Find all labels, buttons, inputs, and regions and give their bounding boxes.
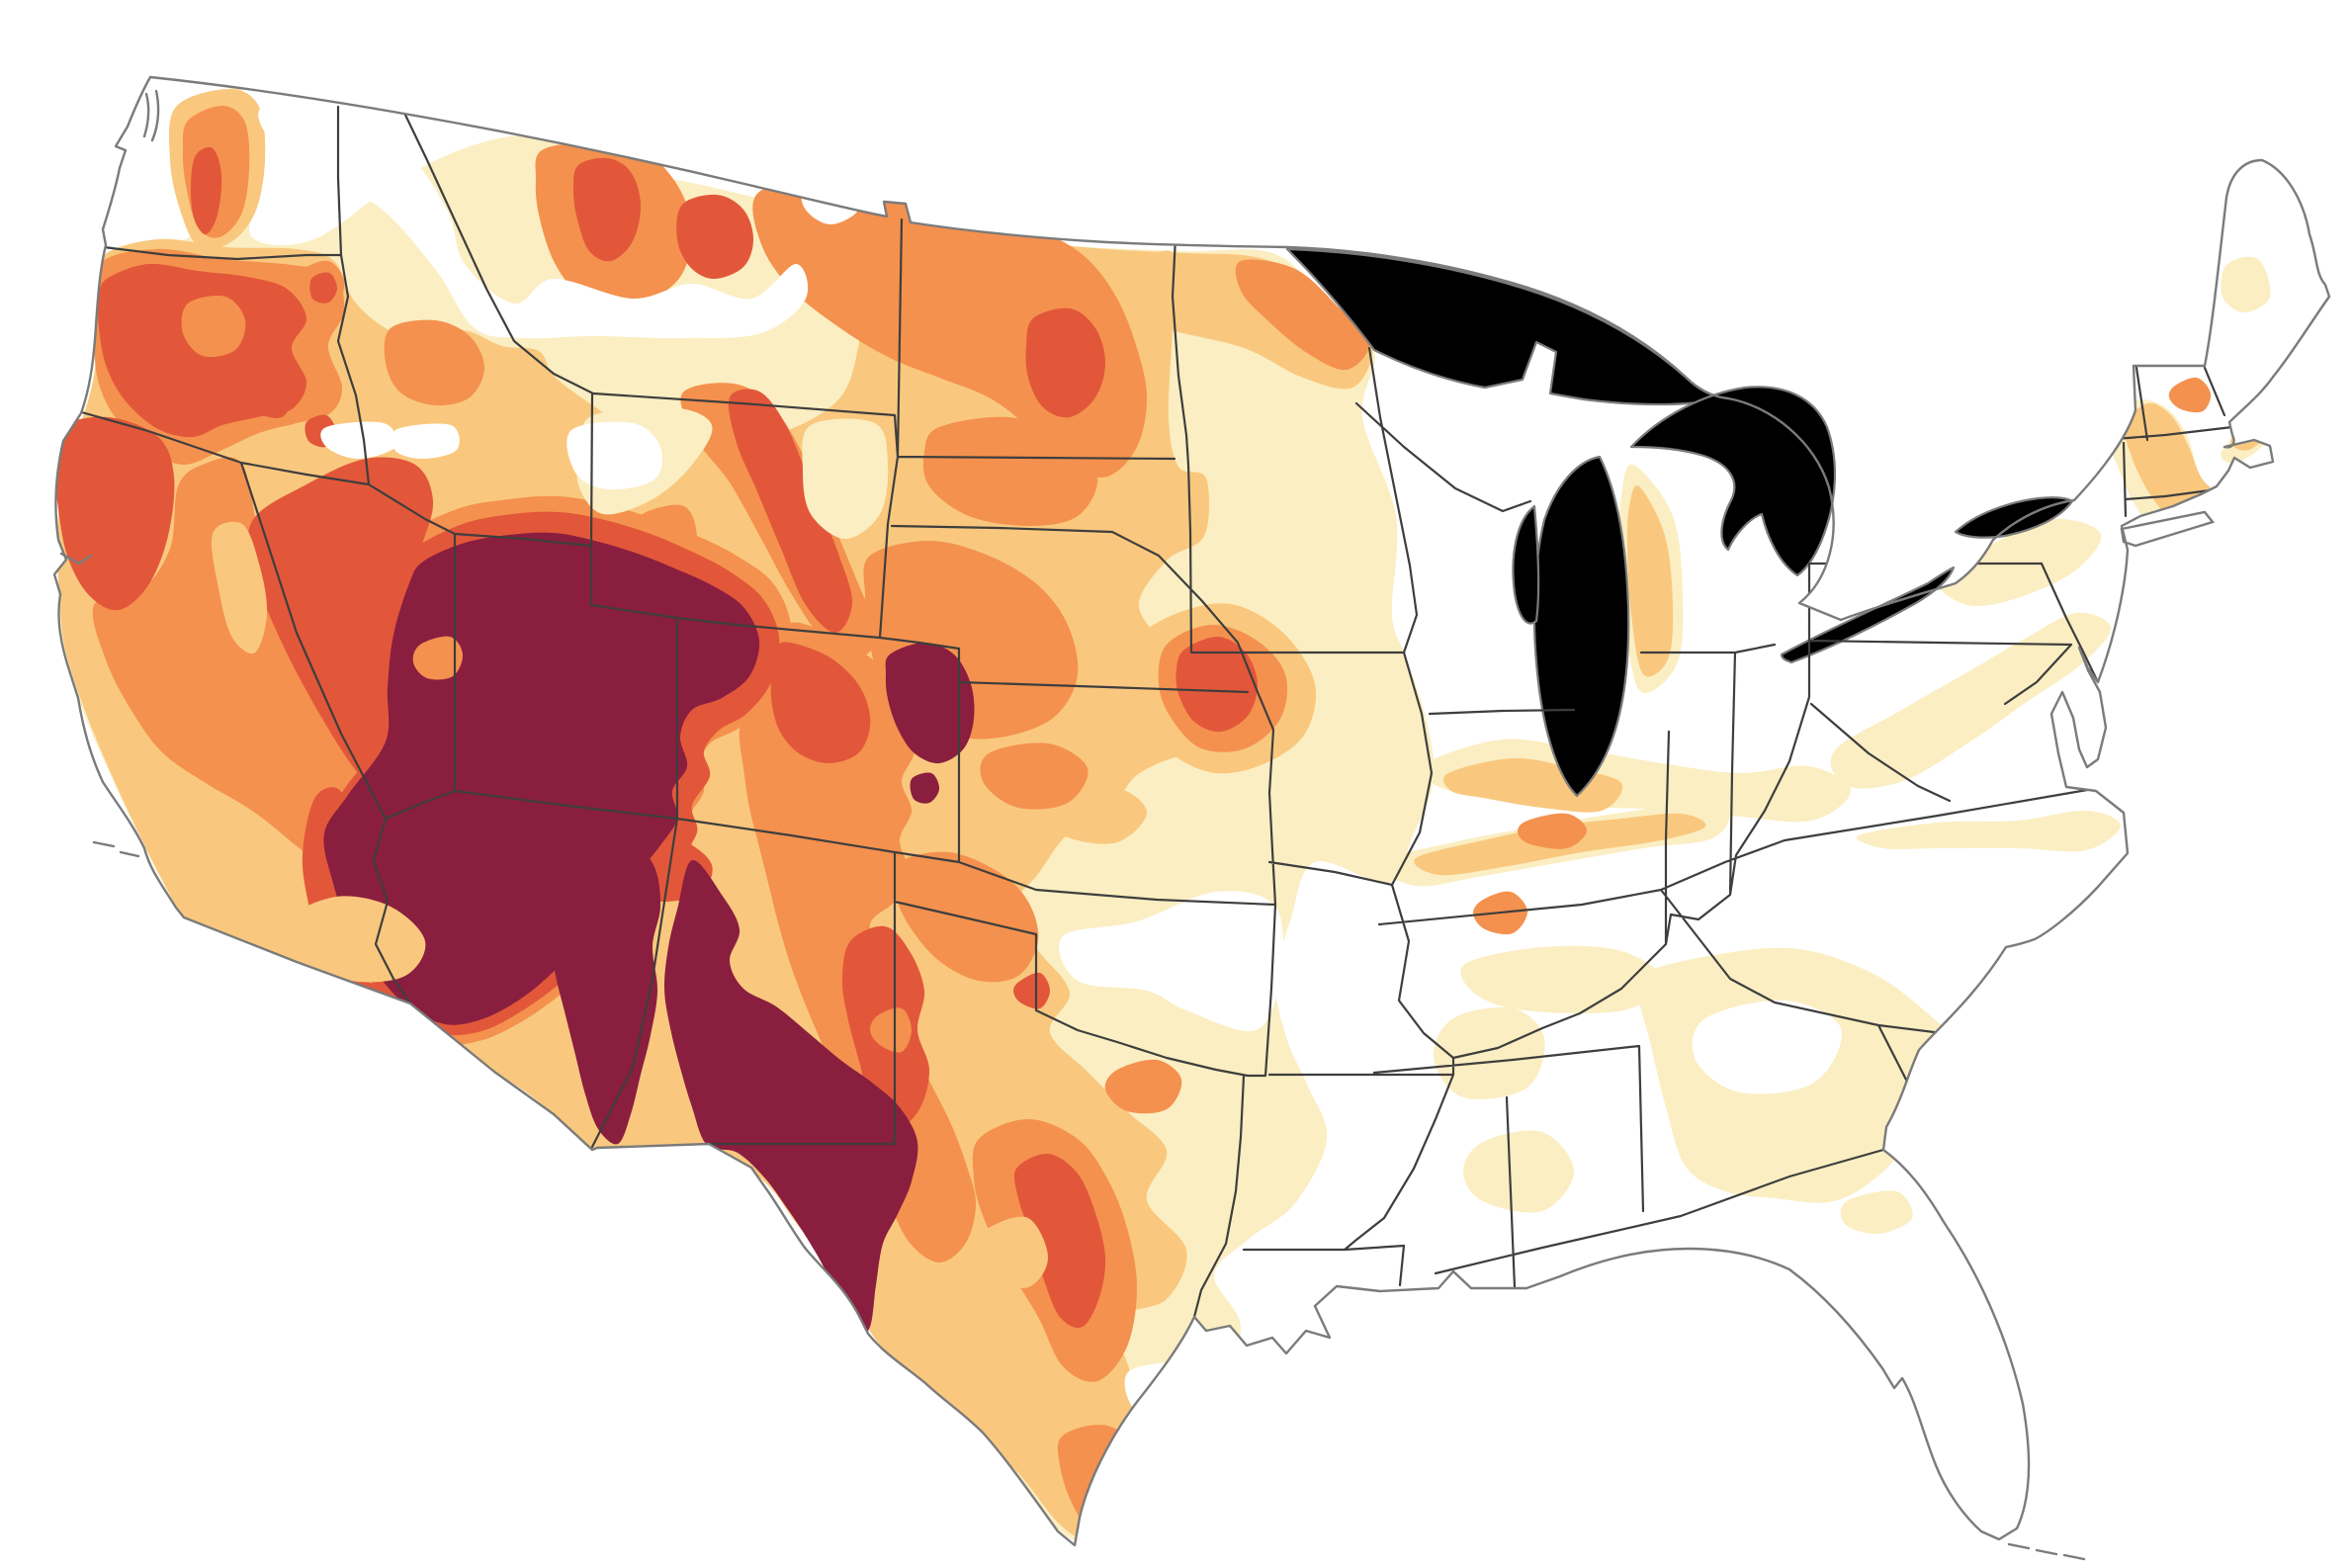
drought-region-inland-northwest-white (258, 104, 809, 339)
drought-region-maine-north-spot-d0 (2221, 256, 2271, 312)
drought-layers (54, 86, 2329, 1543)
drought-region-new-mexico-hole-d2 (869, 1007, 912, 1053)
drought-region-minnesota-arrowhead-d2 (1235, 259, 1370, 371)
drought-region-kentucky-spot-d2 (1517, 813, 1587, 849)
channel-islands (92, 840, 140, 858)
drought-region-wyoming-diag-core-d3 (728, 389, 853, 634)
drought-region-kansas-spot-d2 (980, 742, 1089, 810)
san-francisco-bay (59, 552, 93, 566)
drought-region-tennessee-band-d0 (1460, 945, 1664, 1013)
drought-region-midatlantic-band-d0 (1830, 612, 2112, 789)
state-border-lines (69, 105, 2234, 1319)
drought-region-arizona-southwest-hole-d1 (285, 896, 426, 983)
drought-region-new-hampshire-spot-d2 (2168, 377, 2212, 413)
drought-region-nevada-west-hole-d1 (211, 521, 268, 654)
drought-region-mississippi-patch-d0 (1463, 1130, 1574, 1213)
drought-region-iowa-nebraska-core-d3 (1176, 636, 1259, 733)
drought-region-south-dakota-core-d3 (1025, 307, 1105, 418)
state-borders (69, 105, 2234, 1319)
drought-region-texas-hole-d1 (974, 1216, 1048, 1288)
drought-region-new-mexico-boot-d4 (545, 832, 661, 1145)
drought-region-north-texas-spot-d2 (1104, 1059, 1182, 1114)
drought-region-colorado-kansas-kidney-d4 (885, 643, 975, 764)
drought-region-montana-dakota-white (801, 159, 864, 224)
drought-region-northeast-texas-white (1143, 930, 1268, 998)
drought-region-oklahoma-dot-d3 (1013, 972, 1050, 1009)
drought-region-south-dakota-blob-d2 (922, 416, 1098, 526)
drought-region-colorado-east-core-d3 (770, 642, 871, 763)
green-bay (1512, 504, 1540, 625)
drought-region-washington-streak-core-d3 (190, 146, 222, 235)
drought-region-georgia-white-hole (1692, 1000, 1842, 1094)
drought-region-montana-core-d3 (572, 157, 642, 262)
drought-region-virginia-band-d0 (1856, 810, 2121, 852)
drought-region-alabama-patch-d0 (1433, 1006, 1545, 1099)
drought-region-montana-west-dot-d3 (309, 272, 338, 304)
drought-region-north-dakota-core-d3 (676, 194, 753, 279)
drought-region-oregon-hole-d2 (181, 296, 246, 358)
drought-region-arizona-hole-d2 (412, 636, 464, 680)
drought-region-rio-grande-mass-d4 (663, 859, 918, 1339)
drought-region-michigan-core-d1 (1626, 485, 1674, 677)
puget-sound (142, 89, 160, 142)
islands (59, 89, 2216, 1561)
florida-keys (2007, 1542, 2086, 1561)
drought-region-california-nevada-d2 (92, 457, 466, 897)
drought-region-texas-central-core-d3 (1013, 1153, 1106, 1329)
drought-region-north-florida-patch-d0 (1840, 1190, 1913, 1235)
drought-region-wyoming-northeast-d0 (802, 418, 889, 539)
drought-region-mobile-patch-d0 (1561, 1268, 1619, 1332)
drought-region-colorado-kansas-dot-d4 (910, 772, 940, 804)
drought-region-oregon-southeast-dot-d3 (251, 379, 293, 418)
lake-huron (1629, 386, 1837, 577)
drought-region-idaho-white-1 (320, 421, 397, 459)
drought-region-idaho-montana-spot-d2 (384, 319, 484, 406)
drought-region-idaho-white-2 (391, 423, 460, 460)
drought-region-nevada-east-d3 (247, 457, 434, 806)
drought-region-houston-white (1124, 1361, 1255, 1434)
drought-region-north-california-d3 (54, 416, 175, 611)
long-island (2120, 510, 2216, 548)
drought-region-kansas-patch1-d1 (1054, 683, 1168, 743)
